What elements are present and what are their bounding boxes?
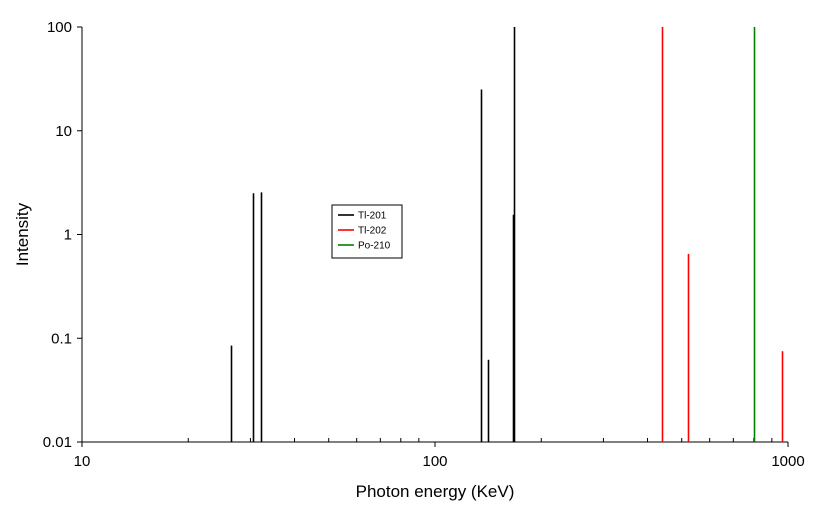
y-tick-label: 0.01	[43, 434, 72, 451]
x-axis-title: Photon energy (KeV)	[356, 482, 515, 501]
axis-ticks	[77, 26, 789, 447]
y-tick-label: 1	[64, 227, 72, 244]
series-tl-201	[230, 27, 516, 442]
tick-labels: 10 100 1000 0.01 0.1 1 10 100	[43, 19, 805, 470]
y-tick-label: 10	[55, 123, 72, 140]
legend-entry: Tl-201	[358, 211, 387, 222]
axes	[81, 27, 788, 443]
y-tick-label: 100	[47, 19, 72, 36]
x-tick-label: 100	[422, 453, 447, 470]
x-tick-label: 10	[74, 453, 91, 470]
y-axis-title: Intensity	[13, 202, 32, 266]
x-tick-label: 1000	[771, 453, 804, 470]
legend-box	[331, 204, 403, 259]
legend: Tl-201 Tl-202 Po-210	[331, 204, 403, 259]
legend-entry: Tl-202	[358, 226, 387, 237]
spectrum-lines	[230, 27, 784, 442]
series-tl-202	[661, 27, 784, 442]
y-tick-label: 0.1	[51, 330, 72, 347]
legend-entry: Po-210	[358, 241, 391, 252]
